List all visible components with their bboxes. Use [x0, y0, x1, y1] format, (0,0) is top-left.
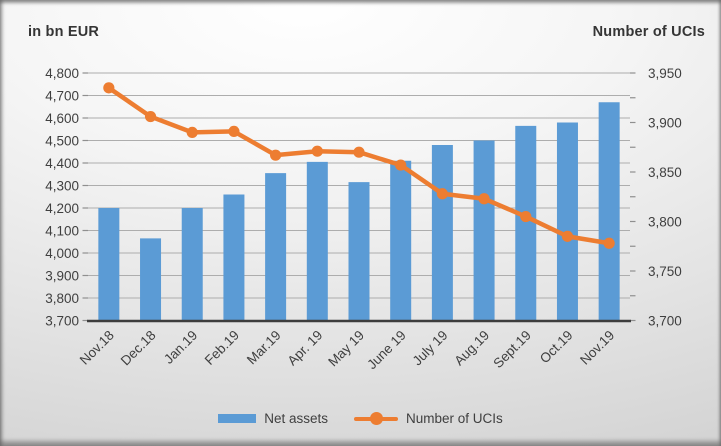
- uci-line-marker: [603, 237, 615, 249]
- net-assets-bar: [181, 208, 203, 321]
- x-axis-label: July 19: [410, 328, 451, 369]
- net-assets-bar: [140, 238, 162, 321]
- left-axis-tick-label: 4,200: [45, 201, 79, 216]
- legend-label-number-of-ucis: Number of UCIs: [406, 410, 503, 426]
- right-axis-tick-label: 3,950: [648, 66, 682, 81]
- net-assets-bar: [598, 102, 620, 321]
- right-axis-tick-label: 3,900: [648, 115, 682, 130]
- left-axis-tick-label: 4,300: [45, 178, 79, 193]
- x-axis-label: May 19: [325, 328, 367, 370]
- legend: Net assets Number of UCIs: [0, 403, 721, 433]
- legend-label-net-assets: Net assets: [264, 410, 328, 426]
- left-axis-tick-label: 3,900: [45, 268, 79, 283]
- net-assets-bar: [431, 145, 453, 321]
- net-assets-bar: [515, 125, 537, 321]
- x-axis-label: June 19: [364, 328, 409, 373]
- x-axis-label: Jan.19: [161, 328, 200, 367]
- uci-line-marker: [478, 193, 490, 205]
- net-assets-swatch-icon: [218, 413, 257, 423]
- uci-line-marker: [520, 210, 532, 223]
- left-axis-tick-label: 4,000: [45, 246, 79, 261]
- right-axis-tick-label: 3,800: [648, 214, 682, 229]
- uci-line-marker: [270, 149, 282, 161]
- net-assets-bar: [556, 122, 578, 321]
- left-axis-tick-label: 4,500: [45, 133, 79, 148]
- net-assets-bar: [223, 194, 245, 321]
- uci-line-marker: [228, 125, 240, 138]
- net-assets-bar: [348, 182, 370, 321]
- left-axis-tick-label: 4,700: [45, 88, 79, 103]
- left-axis-tick-label: 3,800: [45, 291, 79, 306]
- uci-line-marker: [144, 110, 157, 123]
- legend-item-net-assets: Net assets: [218, 411, 328, 426]
- right-axis-tick-label: 3,850: [648, 165, 682, 180]
- uci-line-marker: [311, 145, 323, 157]
- x-axis-label: Aug.19: [451, 328, 492, 369]
- left-axis-tick-label: 3,700: [45, 313, 79, 328]
- right-axis-tick-label: 3,750: [648, 264, 682, 279]
- uci-line-marker: [436, 188, 448, 200]
- x-axis-label: Mar.19: [244, 328, 284, 368]
- uci-line-marker: [353, 146, 365, 158]
- x-axis-label: Nov.18: [77, 328, 117, 368]
- uci-line-marker: [186, 126, 198, 138]
- x-axis-label: Dec.18: [118, 328, 159, 369]
- uci-line-marker: [395, 159, 407, 171]
- left-axis-title: in bn EUR: [28, 24, 100, 40]
- x-axis-label: Oct.19: [537, 328, 576, 367]
- net-assets-bar: [265, 173, 287, 321]
- left-axis-tick-label: 4,100: [45, 223, 79, 238]
- net-assets-bar: [98, 208, 120, 321]
- x-axis-label: Feb.19: [202, 328, 242, 368]
- right-axis-tick-label: 3,700: [648, 313, 682, 328]
- net-assets-bar: [306, 161, 328, 321]
- x-axis-label: Sept.19: [490, 328, 534, 372]
- net-assets-bar: [473, 140, 495, 321]
- net-assets-bar: [390, 160, 412, 321]
- left-axis-tick-label: 4,600: [45, 111, 79, 126]
- legend-item-number-of-ucis: Number of UCIs: [354, 411, 503, 426]
- right-axis-title: Number of UCIs: [592, 24, 705, 40]
- x-axis-label: Nov.19: [577, 328, 617, 368]
- uci-line-marker: [103, 82, 115, 94]
- left-axis-tick-label: 4,400: [45, 156, 79, 171]
- uci-line-swatch-icon: [354, 411, 398, 425]
- x-axis-label: Apr. 19: [285, 328, 326, 369]
- uci-line-marker: [561, 230, 574, 242]
- left-axis-tick-label: 4,800: [45, 66, 79, 81]
